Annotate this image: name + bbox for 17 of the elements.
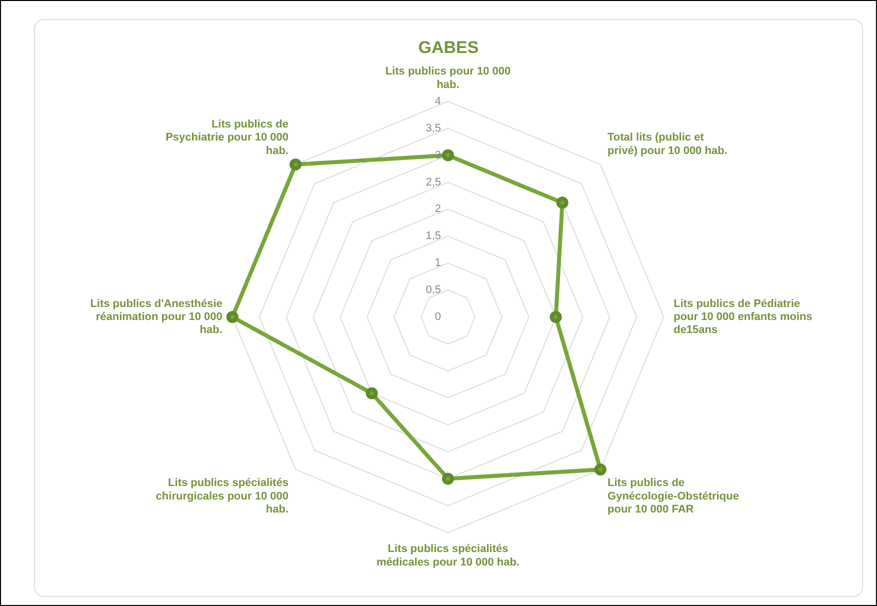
spoke-label: Lits publics spécialités médicales pour 10 000 hab. (376, 543, 520, 568)
spoke-label: Lits publics d'Anesthésie réanimation pour 10 000 hab. (90, 298, 222, 336)
y-tick-label: 4 (434, 95, 441, 108)
spoke-label: Lits publics spécialités chirurgicales pour 10 000 hab. (156, 477, 288, 516)
y-tick-label: 1,5 (426, 230, 441, 242)
y-tick-label: 2,5 (426, 176, 441, 188)
spoke-label: Lits publics pour 10 000 hab. (385, 66, 511, 91)
spoke-label: Lits publics de Pédiatrie pour 10 000 enfants moins de15ans (674, 298, 812, 336)
y-tick-label: 1 (434, 257, 441, 270)
y-tick-label: 3,5 (426, 122, 441, 134)
spoke-label: Total lits (public et privé) pour 10 000 hab. (608, 132, 728, 157)
spoke-label: Lits publics de Gynécologie-Obstétrique pour 10 000 FAR (608, 477, 739, 516)
spoke-label: Lits publics de Psychiatrie pour 10 000 hab. (166, 118, 288, 157)
y-tick-label: 2 (434, 203, 441, 216)
y-tick-label: 0 (434, 311, 441, 324)
chart-title: GABES (417, 38, 480, 58)
y-tick-label: 0,5 (426, 284, 441, 296)
